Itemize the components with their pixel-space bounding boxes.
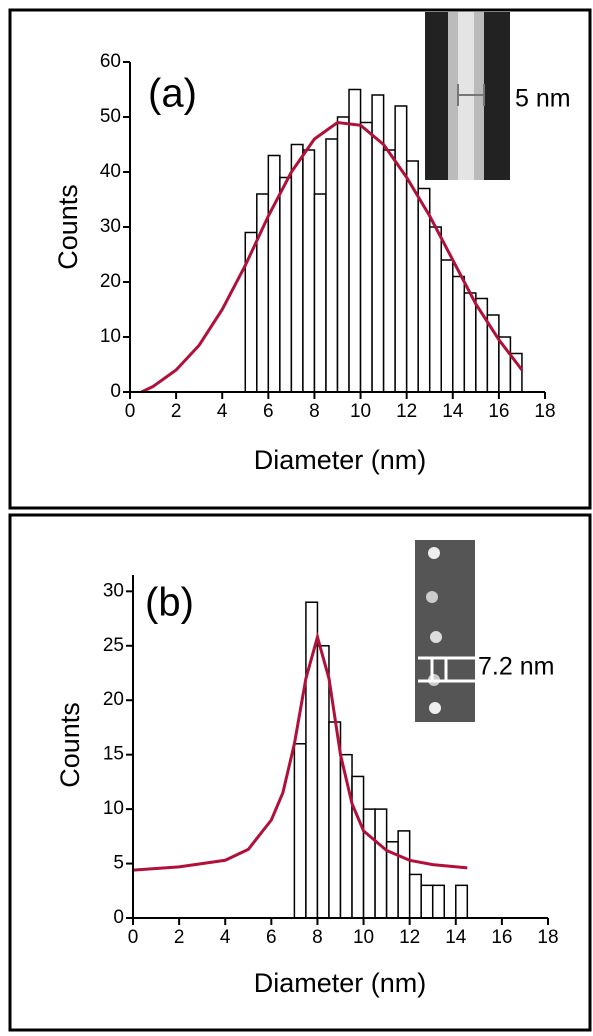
panel-frame	[8, 513, 592, 1032]
bar	[420, 884, 434, 919]
y-tick-label: 20	[100, 271, 121, 292]
bar	[279, 176, 293, 393]
x-tick-label: 0	[125, 401, 136, 422]
bar	[293, 743, 307, 919]
y-tick-label: 20	[103, 689, 124, 710]
bar	[408, 873, 422, 919]
fit-line	[140, 120, 524, 394]
annotation: 5 nm	[515, 85, 571, 113]
bar	[374, 808, 388, 919]
bar	[359, 121, 373, 393]
x-tick-label: 12	[399, 927, 420, 948]
y-axis-label: Counts	[53, 184, 83, 270]
x-tick-label: 14	[445, 927, 467, 948]
bar	[351, 775, 365, 919]
y-tick-label: 0	[113, 907, 124, 928]
x-tick-label: 10	[350, 401, 371, 422]
bar	[290, 143, 304, 393]
x-tick-label: 16	[491, 927, 512, 948]
x-tick-label: 12	[396, 401, 417, 422]
bar	[316, 645, 330, 919]
y-tick-label: 30	[103, 580, 124, 601]
bar	[325, 138, 339, 393]
bar	[362, 808, 376, 919]
bar	[440, 259, 454, 393]
x-tick-label: 10	[353, 927, 374, 948]
fit-line	[132, 631, 468, 872]
bar	[455, 884, 469, 919]
bar	[305, 601, 319, 919]
x-tick-label: 8	[312, 927, 323, 948]
y-tick-label: 30	[100, 216, 121, 237]
bar	[302, 149, 316, 393]
bar	[394, 105, 408, 393]
panel-label: (b)	[145, 581, 194, 625]
bar	[256, 193, 270, 393]
x-tick-label: 16	[488, 401, 509, 422]
y-tick-label: 10	[100, 326, 121, 347]
bar	[463, 292, 477, 393]
x-tick-label: 6	[266, 927, 277, 948]
bar	[431, 884, 446, 919]
y-tick-label: 0	[110, 381, 121, 402]
y-axis-label: Counts	[55, 702, 85, 788]
bar	[382, 149, 396, 393]
bar	[397, 830, 411, 919]
y-tick-label: 15	[103, 744, 124, 765]
bar	[428, 226, 443, 393]
x-tick-label: 8	[309, 401, 320, 422]
x-tick-label: 2	[174, 927, 185, 948]
y-tick-label: 5	[113, 853, 124, 874]
x-tick-label: 18	[537, 927, 558, 948]
y-tick-label: 60	[100, 51, 121, 72]
x-tick-label: 4	[220, 927, 231, 948]
bar	[348, 88, 362, 393]
bar	[417, 187, 431, 393]
x-axis-label: Diameter (nm)	[254, 445, 427, 475]
annotation: 7.2 nm	[478, 653, 554, 681]
inset-image	[425, 12, 510, 180]
bar	[336, 116, 350, 393]
x-tick-label: 14	[442, 401, 464, 422]
panel-label: (a)	[148, 72, 197, 116]
x-tick-label: 18	[534, 401, 555, 422]
inset-image	[415, 540, 475, 722]
y-tick-label: 50	[100, 106, 121, 127]
y-tick-label: 10	[103, 798, 124, 819]
x-axis-label: Diameter (nm)	[254, 968, 427, 998]
x-tick-label: 2	[171, 401, 182, 422]
y-tick-label: 25	[103, 635, 124, 656]
panel-frame	[8, 8, 592, 510]
x-tick-label: 0	[128, 927, 139, 948]
x-tick-label: 4	[217, 401, 228, 422]
bar	[313, 193, 327, 393]
x-tick-label: 6	[263, 401, 274, 422]
bar	[452, 275, 466, 393]
bar	[267, 154, 281, 393]
y-tick-label: 40	[100, 161, 121, 182]
